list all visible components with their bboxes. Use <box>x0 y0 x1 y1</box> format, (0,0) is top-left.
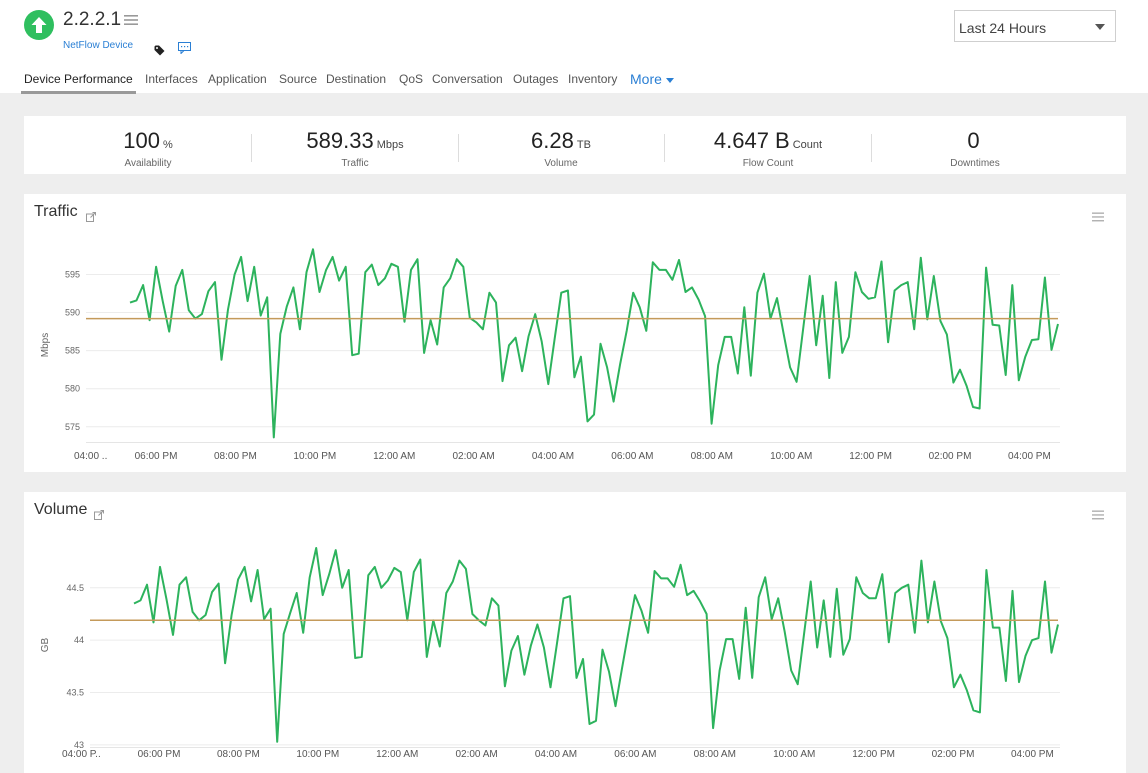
x-tick-label: 10:00 AM <box>773 749 815 760</box>
y-tick-label: 590 <box>65 308 80 318</box>
divider <box>871 134 872 162</box>
metric-value: 100 <box>123 128 160 153</box>
metric-unit: Mbps <box>376 139 404 151</box>
metric-flow-count: 4.647 B Count Flow Count <box>665 116 871 174</box>
divider <box>458 134 459 162</box>
summary-bar: 100% Availability 589.33 Mbps Traffic 6.2… <box>24 116 1126 174</box>
volume-panel-title: Volume <box>34 501 88 518</box>
metric-label: Traffic <box>341 158 369 169</box>
y-tick-label: 585 <box>65 346 80 356</box>
traffic-chart: 575 580 585 590 595 Mbps 04:00 .. 06:00 PM 08:00… <box>40 248 1060 462</box>
metric-value: 6.28 <box>531 128 574 153</box>
external-link-icon[interactable] <box>94 507 104 525</box>
x-tick-label: 12:00 PM <box>852 749 895 760</box>
metric-value: 4.647 B <box>713 128 790 153</box>
x-tick-label: 06:00 AM <box>611 451 653 462</box>
x-tick-label: 08:00 PM <box>217 749 260 760</box>
tab-application[interactable]: Application <box>208 72 267 86</box>
tab-more[interactable]: More <box>630 71 674 87</box>
x-tick-label: 02:00 AM <box>455 749 497 760</box>
y-tick-label: 580 <box>65 384 80 394</box>
tab-conversation[interactable]: Conversation <box>432 72 503 86</box>
hamburger-menu-icon[interactable] <box>124 13 138 27</box>
volume-chart: 43 43.5 44 44.5 GB 04:00 P.. 06:00 PM 08:00 PM 1… <box>40 547 1060 760</box>
metric-value: 0 <box>967 128 980 153</box>
x-tick-label: 10:00 PM <box>296 749 339 760</box>
caret-down-icon <box>665 77 674 83</box>
x-tick-label: 04:00 .. <box>74 451 107 462</box>
y-tick-label: 575 <box>65 422 80 432</box>
metric-traffic: 589.33 Mbps Traffic <box>252 116 458 174</box>
series-line <box>129 248 1059 439</box>
x-tick-label: 06:00 PM <box>135 451 178 462</box>
divider <box>251 134 252 162</box>
traffic-panel-title: Traffic <box>34 203 78 220</box>
x-tick-label: 12:00 AM <box>376 749 418 760</box>
metric-unit: Count <box>792 139 823 151</box>
time-range-value: Last 24 Hours <box>959 20 1047 36</box>
x-tick-label: 04:00 AM <box>532 451 574 462</box>
metric-label: Availability <box>124 158 172 169</box>
y-tick-label: 595 <box>65 269 80 279</box>
y-axis-label: GB <box>40 637 51 652</box>
x-tick-label: 02:00 PM <box>929 451 972 462</box>
tab-destination[interactable]: Destination <box>326 72 387 86</box>
device-title: 2.2.2.1 <box>63 9 122 30</box>
x-tick-label: 10:00 AM <box>770 451 812 462</box>
tab-inventory[interactable]: Inventory <box>568 72 618 86</box>
comment-icon[interactable] <box>178 41 191 59</box>
volume-panel: 43 43.5 44 44.5 GB 04:00 P.. 06:00 PM 08:00 PM 1… <box>24 492 1126 773</box>
tab-outages[interactable]: Outages <box>513 72 559 86</box>
metric-unit: % <box>162 139 173 151</box>
chevron-down-icon <box>1095 24 1105 30</box>
y-tick-label: 43 <box>74 740 84 750</box>
tab-source[interactable]: Source <box>279 72 318 86</box>
x-tick-label: 08:00 PM <box>214 451 257 462</box>
y-tick-label: 43.5 <box>66 688 84 698</box>
header: 2.2.2.1 NetFlow Device Last 24 Hours Dev… <box>0 0 1148 94</box>
time-range-select[interactable]: Last 24 Hours <box>954 10 1116 42</box>
chart-menu-icon[interactable] <box>1092 209 1104 227</box>
tab-more-label: More <box>630 71 662 87</box>
chart-menu-icon[interactable] <box>1092 507 1104 525</box>
x-tick-label: 12:00 PM <box>849 451 892 462</box>
x-tick-label: 04:00 PM <box>1011 749 1054 760</box>
metric-label: Downtimes <box>950 158 1000 169</box>
x-tick-label: 04:00 P.. <box>62 749 101 760</box>
tab-qos[interactable]: QoS <box>399 72 424 86</box>
tab-device-performance[interactable]: Device Performance <box>24 72 133 86</box>
x-tick-label: 10:00 PM <box>293 451 336 462</box>
x-tick-label: 02:00 AM <box>452 451 494 462</box>
x-tick-label: 08:00 AM <box>691 451 733 462</box>
active-tab-indicator <box>21 91 136 94</box>
device-type-label: NetFlow Device <box>63 40 134 51</box>
x-tick-label: 06:00 AM <box>614 749 656 760</box>
metric-availability: 100% Availability <box>45 116 251 174</box>
x-tick-label: 08:00 AM <box>694 749 736 760</box>
x-tick-label: 04:00 PM <box>1008 451 1051 462</box>
metric-label: Flow Count <box>742 158 794 169</box>
metric-downtimes: 0 Downtimes <box>872 116 1078 174</box>
y-axis-label: Mbps <box>40 333 51 357</box>
external-link-icon[interactable] <box>86 209 96 227</box>
metric-label: Volume <box>544 158 578 169</box>
x-tick-label: 02:00 PM <box>932 749 975 760</box>
x-tick-label: 06:00 PM <box>138 749 181 760</box>
status-up-icon <box>24 10 54 40</box>
tab-interfaces[interactable]: Interfaces <box>145 72 198 86</box>
x-tick-label: 04:00 AM <box>535 749 577 760</box>
y-tick-label: 44.5 <box>66 583 84 593</box>
tag-icon[interactable] <box>154 43 165 61</box>
divider <box>664 134 665 162</box>
series-line <box>133 547 1059 743</box>
x-tick-label: 12:00 AM <box>373 451 415 462</box>
traffic-panel: 575 580 585 590 595 Mbps 04:00 .. 06:00 PM 08:00… <box>24 194 1126 472</box>
metric-value: 589.33 <box>306 128 374 153</box>
y-tick-label: 44 <box>74 635 84 645</box>
metric-unit: TB <box>576 139 591 151</box>
metric-volume: 6.28 TB Volume <box>458 116 664 174</box>
